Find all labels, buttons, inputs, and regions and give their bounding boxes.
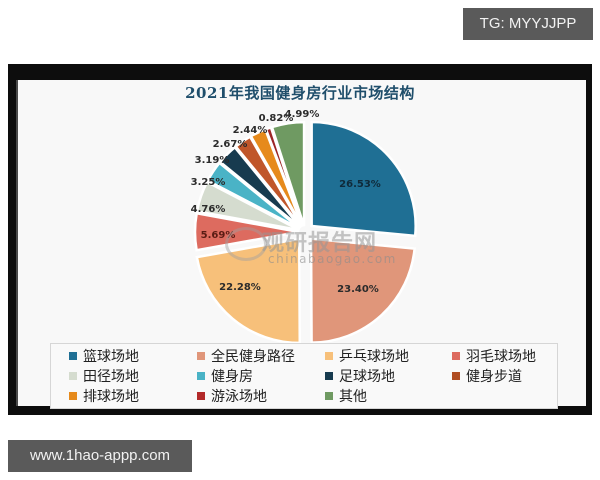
pie-slice [195, 237, 302, 345]
legend-item: 其他 [325, 386, 367, 406]
legend-item: 足球场地 [325, 366, 395, 386]
pie-slice [310, 120, 417, 238]
slice-label: 4.99% [285, 109, 320, 120]
legend-swatch [325, 372, 333, 380]
legend-label: 其他 [339, 389, 367, 405]
pie-slice [195, 180, 300, 232]
legend-swatch [452, 352, 460, 360]
legend-swatch [69, 392, 77, 400]
chart-title: 2021年我国健身房行业市场结构 [185, 84, 415, 102]
legend-label: 田径场地 [83, 369, 139, 385]
legend-item: 排球场地 [69, 386, 139, 406]
legend-label: 乒乓球场地 [339, 349, 409, 365]
legend-label: 排球场地 [83, 389, 139, 405]
watermark-logo-icon [225, 227, 267, 261]
legend-swatch [69, 352, 77, 360]
legend-swatch [69, 372, 77, 380]
legend-item: 乒乓球场地 [325, 346, 409, 366]
legend-item: 篮球场地 [69, 346, 139, 366]
slice-label: 23.40% [337, 284, 379, 295]
legend-item: 羽毛球场地 [452, 346, 536, 366]
legend-label: 健身房 [211, 369, 253, 385]
tg-badge: TG: MYYJJPP [463, 8, 593, 40]
slice-label: 2.44% [233, 125, 268, 136]
legend-swatch [325, 392, 333, 400]
legend-item: 健身房 [197, 366, 253, 386]
legend-label: 游泳场地 [211, 389, 267, 405]
pie-slice [309, 237, 416, 344]
legend-item: 健身步道 [452, 366, 522, 386]
legend-swatch [452, 372, 460, 380]
url-badge: www.1hao-appp.com [8, 440, 192, 472]
legend-swatch [325, 352, 333, 360]
watermark-title: 观研报告网 [262, 231, 378, 256]
legend-label: 羽毛球场地 [466, 349, 536, 365]
legend-label: 足球场地 [339, 369, 395, 385]
chart-legend: 篮球场地 全民健身路径 乒乓球场地 羽毛球场地 田径场地 健身房 足球场地 健身… [50, 343, 558, 409]
legend-swatch [197, 372, 205, 380]
slice-label: 3.19% [195, 155, 230, 166]
legend-label: 健身步道 [466, 369, 522, 385]
slice-label: 4.76% [191, 204, 226, 215]
legend-item: 全民健身路径 [197, 346, 295, 366]
legend-label: 全民健身路径 [211, 349, 295, 365]
slice-label: 0.82% [259, 113, 294, 124]
slice-label: 22.28% [219, 282, 261, 293]
legend-item: 田径场地 [69, 366, 139, 386]
legend-swatch [197, 392, 205, 400]
slice-label: 2.67% [213, 139, 248, 150]
legend-label: 篮球场地 [83, 349, 139, 365]
slice-label: 3.25% [191, 177, 226, 188]
pie-slice [270, 120, 306, 227]
legend-swatch [197, 352, 205, 360]
watermark-subtitle: chinabaogao.com [268, 252, 397, 266]
slice-label: 5.69% [201, 230, 236, 241]
slice-label: 26.53% [339, 179, 381, 190]
legend-item: 游泳场地 [197, 386, 267, 406]
